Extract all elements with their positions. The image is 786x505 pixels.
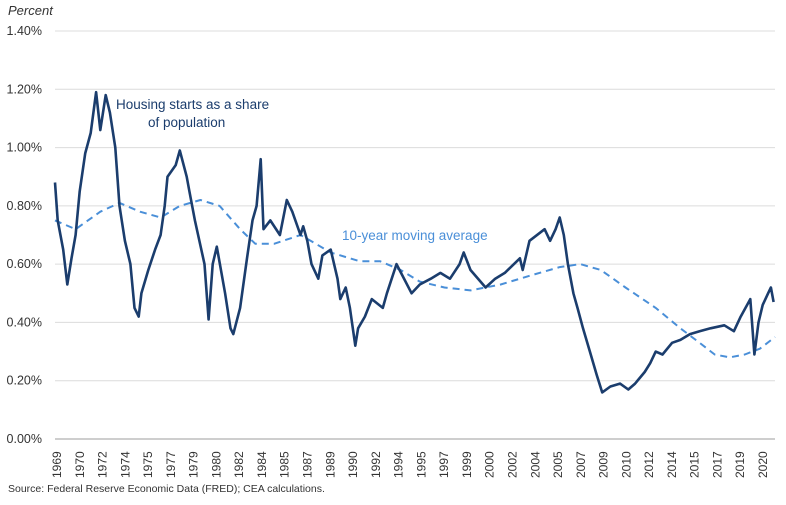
x-tick-label: 2020	[756, 451, 770, 478]
y-tick-label: 0.80%	[7, 199, 42, 213]
x-tick-label: 2004	[528, 451, 542, 478]
x-tick-label: 1977	[164, 451, 178, 478]
x-tick-label: 2014	[665, 451, 679, 478]
series-line-housing-starts	[53, 90, 775, 394]
x-tick-label: 1970	[73, 451, 87, 478]
x-tick-label: 1982	[232, 451, 246, 478]
series-lines	[53, 90, 776, 394]
x-tick-label: 1980	[209, 451, 223, 478]
x-tick-label: 1972	[96, 451, 110, 478]
series-label-housing-2: of population	[148, 115, 225, 130]
x-tick-label: 2010	[619, 451, 633, 478]
x-axis-ticks: 1969 1970 1972 1974 1975 1977 1979 1980 1982 1984…	[50, 451, 770, 478]
y-tick-label: 0.00%	[7, 432, 42, 446]
x-tick-label: 1984	[255, 451, 269, 478]
x-tick-label: 2015	[688, 451, 702, 478]
x-tick-label: 1994	[392, 451, 406, 478]
x-tick-label: 1992	[369, 451, 383, 478]
series-label-moving-average: 10-year moving average	[342, 228, 488, 243]
source-note: Source: Federal Reserve Economic Data (F…	[8, 483, 325, 495]
x-tick-label: 1997	[437, 451, 451, 478]
series-label-housing-1: Housing starts as a share	[116, 97, 269, 112]
x-tick-label: 2002	[505, 451, 519, 478]
y-tick-label: 1.20%	[7, 82, 42, 96]
x-tick-label: 2012	[642, 451, 656, 478]
x-tick-label: 1995	[414, 451, 428, 478]
x-tick-label: 1990	[346, 451, 360, 478]
x-tick-label: 2009	[597, 451, 611, 478]
x-tick-label: 1979	[187, 451, 201, 478]
y-tick-label: 0.40%	[7, 315, 42, 329]
y-tick-label: 0.60%	[7, 257, 42, 271]
y-tick-label: 1.00%	[7, 141, 42, 155]
x-tick-label: 1975	[141, 451, 155, 478]
y-axis-label: Percent	[8, 3, 54, 18]
x-tick-label: 1987	[301, 451, 315, 478]
x-tick-label: 2000	[483, 451, 497, 478]
y-tick-label: 0.20%	[7, 374, 42, 388]
x-tick-label: 2019	[733, 451, 747, 478]
x-tick-label: 1989	[323, 451, 337, 478]
x-tick-label: 1985	[278, 451, 292, 478]
x-tick-label: 2007	[574, 451, 588, 478]
x-tick-label: 2017	[710, 451, 724, 478]
x-tick-label: 1974	[118, 451, 132, 478]
y-tick-label: 1.40%	[7, 24, 42, 38]
x-tick-label: 2005	[551, 451, 565, 478]
y-axis-ticks: 0.00% 0.20% 0.40% 0.60% 0.80% 1.00% 1.20% 1.40%	[7, 24, 42, 446]
x-tick-label: 1999	[460, 451, 474, 478]
gridlines	[55, 30, 775, 440]
x-tick-label: 1969	[50, 451, 64, 478]
